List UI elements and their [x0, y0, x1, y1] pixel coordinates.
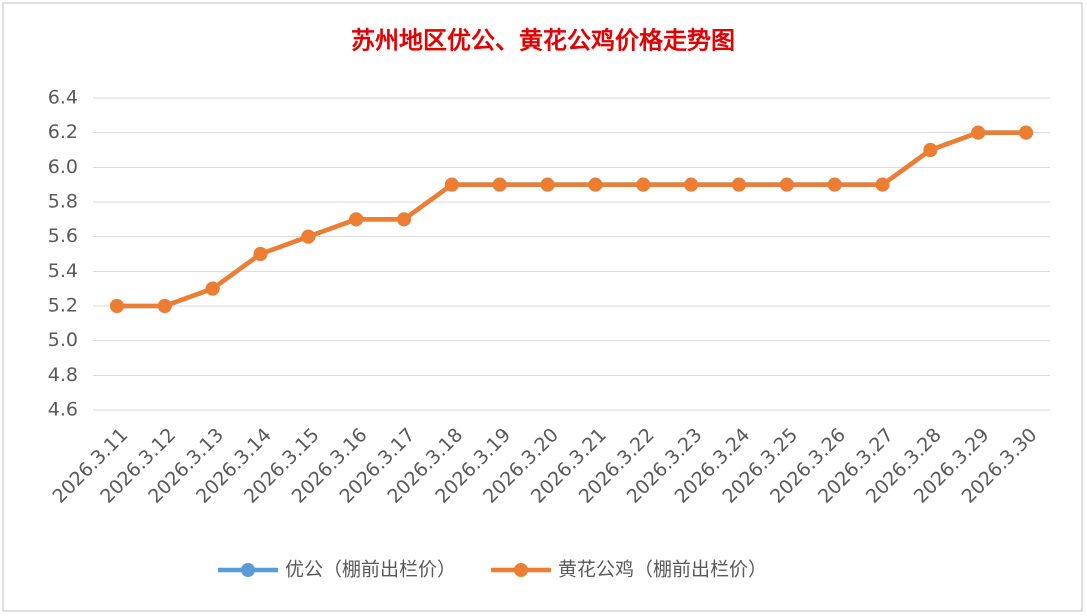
- y-tick-label: 5.0: [48, 329, 78, 351]
- data-point: [971, 125, 986, 140]
- legend-label: 黄花公鸡（棚前出栏价）: [558, 559, 767, 581]
- y-tick-label: 5.4: [48, 260, 78, 282]
- data-point: [827, 177, 842, 192]
- data-point: [109, 299, 124, 313]
- data-point: [684, 177, 699, 192]
- y-tick-label: 6.4: [48, 87, 78, 109]
- data-point: [205, 281, 220, 296]
- y-tick-label: 4.8: [48, 364, 78, 386]
- legend-marker: [241, 563, 255, 577]
- data-point: [779, 177, 794, 192]
- y-tick-label: 6.0: [48, 156, 78, 178]
- y-tick-label: 5.8: [48, 191, 78, 213]
- y-tick-label: 4.6: [48, 399, 78, 421]
- series-line: [116, 130, 1027, 309]
- data-point: [253, 247, 268, 261]
- data-point: [492, 177, 507, 192]
- data-point: [923, 143, 938, 157]
- data-point: [731, 177, 746, 192]
- data-point: [444, 177, 459, 192]
- y-tick-label: 5.6: [48, 225, 78, 247]
- chart-title: 苏州地区优公、黄花公鸡价格走势图: [351, 26, 735, 55]
- data-point: [636, 177, 651, 192]
- data-point: [1019, 125, 1034, 140]
- y-tick-label: 5.2: [48, 295, 78, 317]
- y-tick-label: 6.2: [48, 121, 78, 143]
- data-point: [397, 212, 412, 227]
- legend-marker: [514, 563, 529, 577]
- data-point: [875, 177, 890, 192]
- data-point: [157, 299, 172, 313]
- data-point: [349, 212, 364, 227]
- data-point: [588, 177, 603, 192]
- legend-label: 优公（棚前出栏价）: [285, 559, 456, 581]
- data-point: [540, 177, 555, 192]
- data-point: [301, 229, 316, 244]
